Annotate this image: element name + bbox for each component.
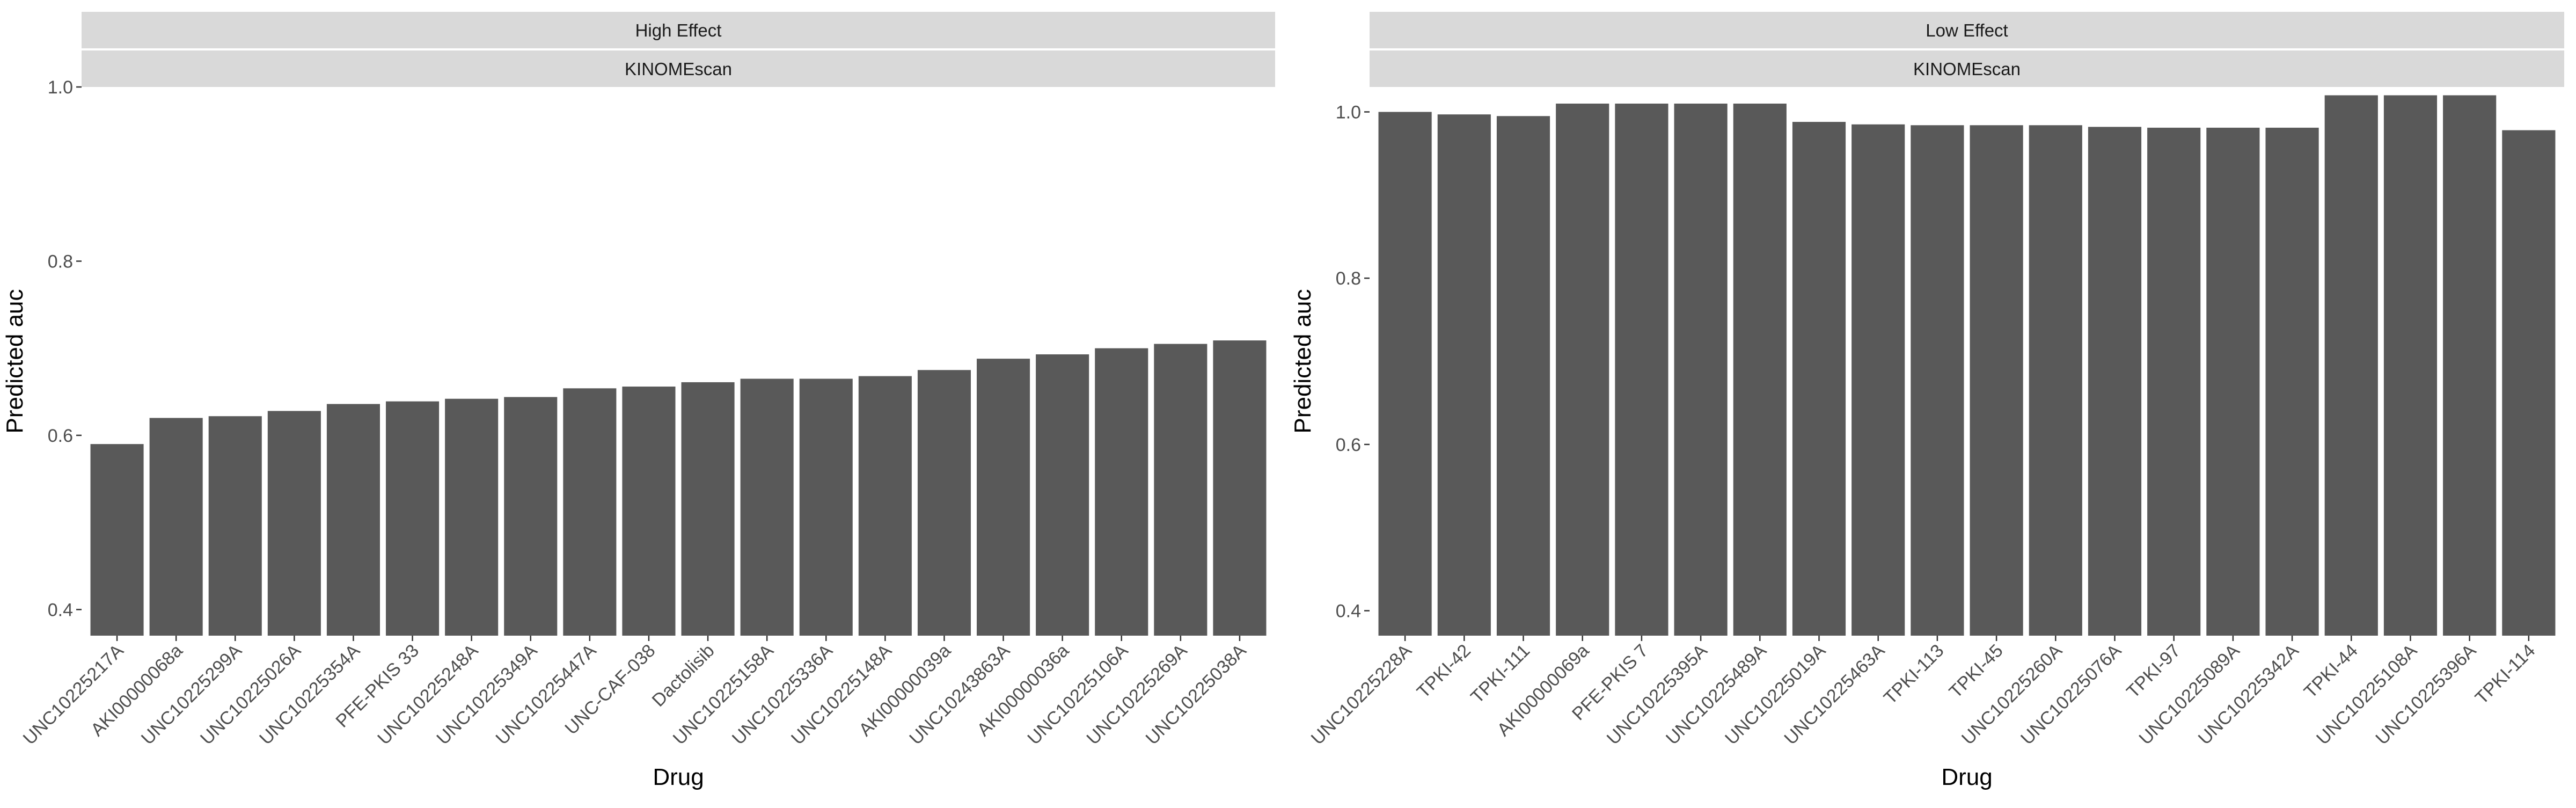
bar: [445, 398, 499, 636]
facet-strip-label-1: Low Effect: [1926, 20, 2008, 40]
bar: [977, 359, 1030, 636]
y-axis-title: Predicted auc: [2, 289, 28, 433]
facet-strip-label-2: KINOMEscan: [625, 59, 732, 79]
y-tick-label: 1.0: [48, 77, 73, 98]
bar: [386, 401, 440, 636]
facet-strip-label-2: KINOMEscan: [1913, 59, 2021, 79]
bar: [1911, 125, 1964, 636]
bar: [622, 387, 676, 636]
bar: [1792, 122, 1846, 636]
bar: [1733, 103, 1787, 636]
y-tick-label: 0.6: [48, 426, 73, 446]
facet-strip-1: [82, 12, 1275, 48]
bar: [2265, 127, 2319, 636]
bar: [2029, 125, 2082, 636]
facet-strip-2: [1370, 50, 2564, 87]
y-tick-label: 0.4: [1336, 601, 1361, 622]
bar: [326, 404, 380, 636]
x-axis-title: Drug: [1941, 764, 1992, 790]
bar: [1674, 103, 1728, 636]
bar: [1378, 112, 1432, 636]
bar: [504, 397, 558, 636]
bar: [1615, 103, 1668, 636]
bar: [1154, 344, 1208, 636]
bar: [267, 411, 321, 636]
x-axis-title: Drug: [653, 764, 704, 790]
bar: [90, 444, 144, 636]
facet-strip-1: [1370, 12, 2564, 48]
y-tick-label: 0.8: [48, 251, 73, 272]
bar: [2443, 95, 2497, 636]
bar: [2383, 95, 2438, 636]
y-axis-title: Predicted auc: [1290, 289, 1316, 433]
bar: [208, 416, 262, 636]
bar: [2206, 127, 2260, 636]
bar: [799, 378, 853, 636]
y-tick-label: 0.8: [1336, 268, 1361, 289]
bar: [1496, 116, 1550, 636]
bar: [1036, 354, 1089, 636]
y-tick-label: 0.6: [1336, 435, 1361, 455]
bar: [2088, 127, 2142, 636]
bar: [2502, 130, 2556, 636]
bar: [1213, 340, 1267, 636]
facet-strip-2: [82, 50, 1275, 87]
bar: [2324, 95, 2378, 636]
bar: [1851, 124, 1905, 636]
y-tick-label: 1.0: [1336, 102, 1361, 122]
bar: [1556, 103, 1609, 636]
bar: [2147, 127, 2201, 636]
bar: [149, 418, 203, 636]
bar: [1970, 125, 2023, 636]
bar: [563, 388, 617, 636]
facet-strip-label-1: High Effect: [635, 20, 722, 40]
bar: [681, 382, 735, 636]
bar: [917, 370, 971, 636]
bar: [1437, 114, 1491, 636]
bar: [858, 376, 912, 636]
bar: [1095, 348, 1148, 636]
y-tick-label: 0.4: [48, 600, 73, 620]
bar: [740, 378, 794, 636]
